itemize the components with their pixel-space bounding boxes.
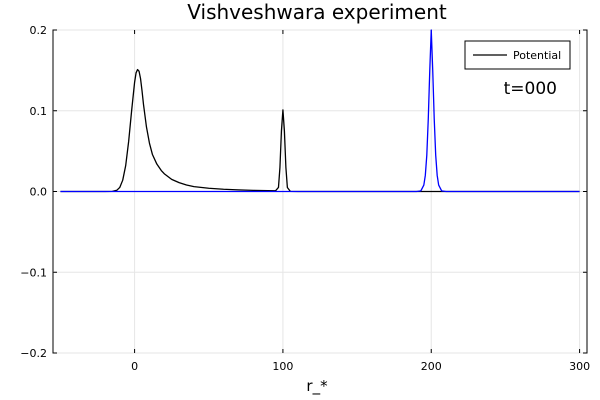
x-axis-title: r_* (306, 377, 328, 396)
tick-layer: 0 100 200 300 −0.2 −0.1 0.0 0.1 0.2 (20, 24, 590, 373)
chart-title: Vishveshwara experiment (187, 0, 447, 24)
y-tick-label: 0.0 (30, 186, 48, 199)
series-line-wave (60, 29, 580, 193)
y-tick-label: 0.1 (30, 105, 48, 118)
grid-layer (53, 29, 587, 354)
legend-label-potential: Potential (513, 49, 561, 62)
series-layer (60, 29, 580, 193)
time-annotation: t=000 (504, 79, 557, 99)
legend: Potential (464, 40, 571, 70)
series-line-potential (60, 68, 580, 193)
x-tick-label: 200 (421, 360, 442, 373)
x-tick-label: 100 (272, 360, 293, 373)
x-tick-label: 0 (131, 360, 138, 373)
y-tick-label: −0.2 (20, 347, 47, 360)
x-tick-label: 300 (569, 360, 590, 373)
y-tick-label: −0.1 (20, 266, 47, 279)
y-tick-label: 0.2 (30, 24, 48, 37)
